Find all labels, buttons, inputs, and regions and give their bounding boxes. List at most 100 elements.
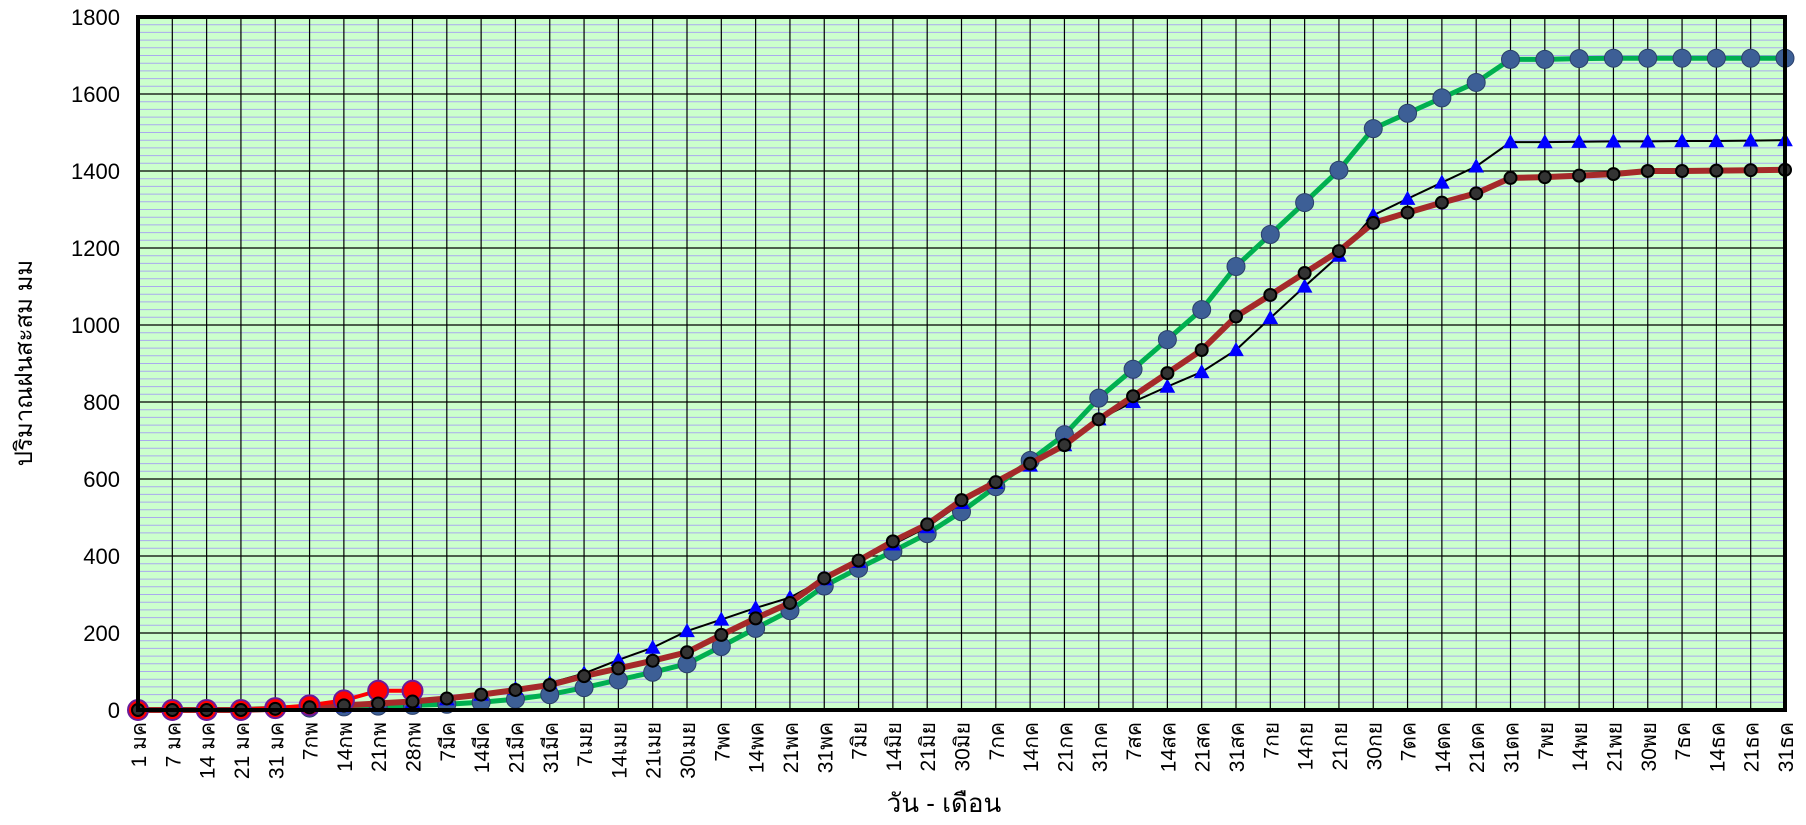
data-point (748, 611, 763, 626)
data-point (1569, 49, 1589, 69)
data-point (1638, 48, 1658, 68)
x-tick-label: 30มิย (952, 722, 975, 772)
data-point (1502, 134, 1519, 149)
data-point (1640, 164, 1655, 178)
data-point (1674, 132, 1690, 148)
x-tick-label: 14กพ (334, 722, 357, 772)
x-tick-label: 7ธค (1672, 722, 1695, 761)
data-point (1537, 170, 1552, 185)
x-tick-label: 14มิย (883, 722, 906, 772)
x-tick-label: 21เมย (643, 722, 666, 779)
data-point (1571, 133, 1587, 148)
data-point (1639, 133, 1656, 148)
data-point (1672, 48, 1692, 68)
x-tick-label: 31ตค (1501, 722, 1524, 773)
data-point (1329, 160, 1349, 180)
x-tick-label: 21ตค (1466, 722, 1489, 773)
data-point (611, 661, 626, 676)
data-point (817, 571, 832, 586)
data-point (1535, 49, 1555, 69)
data-point (1295, 193, 1315, 213)
x-axis-label: วัน - เดือน (887, 788, 1002, 818)
y-axis-label: ปริมาณฝนสะสม มม (11, 260, 38, 466)
data-point (1229, 309, 1243, 324)
x-tick-label: 7เมย (574, 722, 597, 767)
x-tick-label: 21กย (1329, 722, 1352, 770)
x-tick-label: 7ตค (1398, 722, 1421, 761)
x-tick-label: 21มิย (917, 722, 940, 772)
data-point (954, 493, 969, 508)
x-tick-label: 14กย (1295, 722, 1318, 770)
data-point (988, 475, 1003, 490)
data-point (1432, 88, 1452, 108)
data-point (1160, 366, 1175, 381)
data-point (1263, 287, 1278, 302)
data-point (439, 691, 454, 706)
x-tick-label: 21กพ (368, 722, 391, 772)
data-point (1572, 168, 1587, 183)
plot-frame (136, 15, 1787, 712)
data-point (1603, 48, 1623, 68)
data-point (644, 639, 661, 654)
data-point (1501, 49, 1520, 69)
x-tick-label: 14กค (1020, 722, 1043, 772)
x-tick-label: 30กย (1363, 722, 1386, 770)
data-point (1605, 133, 1622, 148)
data-point (885, 534, 900, 549)
x-tick-label: 21พย (1603, 722, 1626, 772)
x-tick-label: 31มีค (540, 722, 563, 773)
x-tick-label: 14เมย (608, 722, 631, 779)
y-tick-label: 200 (83, 621, 120, 646)
y-tick-label: 0 (108, 698, 120, 723)
data-point (1297, 266, 1312, 281)
data-point (1741, 48, 1761, 68)
data-point (1363, 119, 1383, 139)
data-point (1469, 186, 1484, 201)
x-tick-label: 21 มค (231, 722, 254, 779)
x-tick-label: 21มีค (505, 722, 528, 773)
data-point (1228, 341, 1244, 357)
data-point (714, 627, 729, 642)
data-point (1709, 163, 1724, 178)
x-tick-label: 14พย (1569, 722, 1592, 772)
data-point (1466, 72, 1486, 92)
x-tick-label: 31สค (1226, 722, 1249, 772)
data-point (1398, 103, 1418, 123)
x-tick-label: 7มิย (849, 722, 872, 760)
x-axis-ticks: 1 มค 7 มค 14 มค 21 มค 31 มค 7กพ 14กพ 21กพ 28กพ 7ม… (128, 722, 1798, 779)
data-point (1089, 388, 1109, 408)
data-point (1742, 132, 1759, 147)
data-point (508, 682, 523, 697)
x-tick-label: 7มีค (437, 722, 460, 762)
y-tick-label: 1200 (71, 236, 120, 261)
x-tick-label: 14ตค (1432, 722, 1455, 773)
data-point (1057, 438, 1072, 453)
x-tick-label: 14สค (1157, 722, 1180, 772)
x-tick-label: 14ธค (1706, 722, 1729, 772)
data-point (1260, 225, 1280, 245)
data-point (371, 696, 386, 711)
series-layer (127, 48, 1795, 721)
x-tick-label: 21กค (1054, 722, 1077, 772)
data-point (1194, 343, 1209, 358)
x-tick-label: 21พค (780, 722, 803, 773)
data-point (1296, 278, 1313, 293)
data-point (1536, 134, 1553, 149)
x-tick-label: 31กค (1089, 722, 1112, 772)
data-point (1400, 205, 1415, 220)
data-point (1708, 132, 1725, 148)
x-tick-label: 31ธค (1775, 722, 1798, 772)
data-point (1503, 170, 1518, 185)
data-point (680, 645, 694, 660)
x-tick-label: 7พค (711, 722, 734, 762)
y-tick-label: 1600 (71, 82, 120, 107)
x-tick-label: 14พค (746, 722, 769, 773)
x-tick-label: 30พย (1638, 722, 1661, 772)
data-point (1434, 174, 1450, 189)
data-point (645, 653, 660, 668)
x-tick-label: 21สค (1192, 722, 1215, 772)
data-point (1331, 244, 1346, 259)
y-tick-label: 800 (83, 390, 120, 415)
